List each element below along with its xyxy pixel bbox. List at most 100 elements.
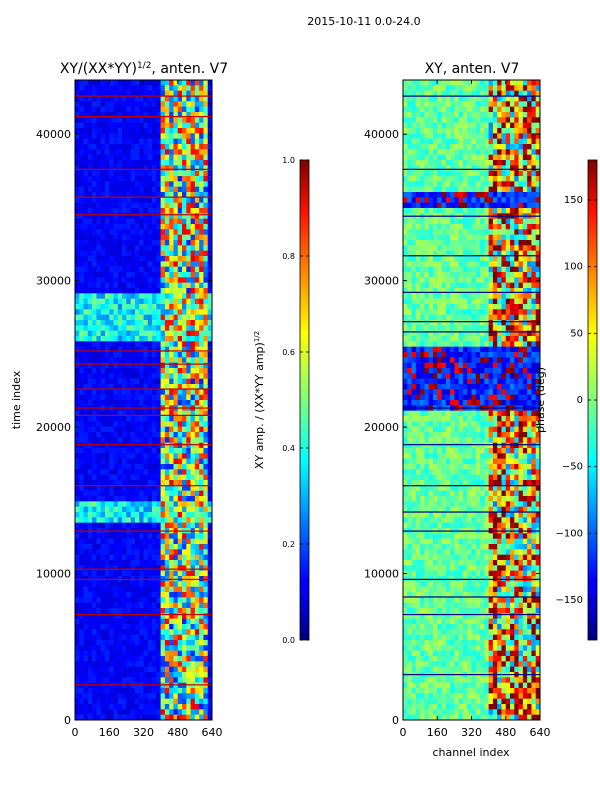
right-heatmap-cell <box>407 90 412 97</box>
left-heatmap-cell <box>160 314 166 321</box>
left-heatmap-cell <box>169 666 174 673</box>
right-heatmap-cell <box>445 128 451 134</box>
left-heatmap-cell <box>186 480 191 486</box>
left-heatmap-cell <box>147 650 153 657</box>
left-heatmap-cell <box>130 170 136 177</box>
left-heatmap-cell <box>186 277 191 283</box>
right-heatmap-cell <box>484 208 489 214</box>
left-heatmap-cell <box>156 128 161 134</box>
left-heatmap-cell <box>186 170 191 177</box>
left-heatmap-cell <box>160 522 166 529</box>
left-heatmap-cell <box>182 80 187 86</box>
left-heatmap-cell <box>75 293 80 299</box>
left-heatmap-cell <box>143 218 149 225</box>
left-heatmap-cell <box>177 298 183 305</box>
right-heatmap-cell <box>510 245 515 251</box>
left-heatmap-cell <box>87 442 93 449</box>
right-heatmap-cell <box>415 160 421 166</box>
left-heatmap-cell <box>164 186 170 193</box>
right-heatmap-cell <box>467 138 472 145</box>
left-heatmap-cell <box>104 320 110 326</box>
left-heatmap-cell <box>194 304 200 310</box>
right-heatmap-cell <box>471 144 477 150</box>
left-heatmap-cell <box>117 218 123 225</box>
left-heatmap-cell <box>83 656 89 662</box>
left-heatmap-cell <box>122 533 127 539</box>
left-heatmap-cell <box>79 426 84 433</box>
left-heatmap-cell <box>75 336 80 342</box>
left-heatmap-cell <box>75 128 80 134</box>
left-heatmap-cell <box>199 138 204 145</box>
left-heatmap-cell <box>130 154 136 161</box>
left-heatmap-cell <box>75 309 80 315</box>
right-heatmap-cell <box>454 250 459 257</box>
left-heatmap-cell <box>109 160 114 166</box>
left-heatmap-cell <box>96 378 101 385</box>
left-heatmap-cell <box>143 704 149 710</box>
left-heatmap-cell <box>100 634 106 641</box>
left-heatmap-cell <box>126 160 131 166</box>
left-heatmap-cell <box>96 197 101 203</box>
left-heatmap-cell <box>199 512 204 518</box>
left-heatmap-cell <box>160 186 166 193</box>
left-heatmap-cell <box>75 346 80 353</box>
left-heatmap-cell <box>92 624 97 630</box>
right-heatmap-cell <box>458 240 464 246</box>
left-heatmap-cell <box>134 688 140 694</box>
left-heatmap-cell <box>100 85 106 91</box>
left-heatmap-cell <box>109 256 114 262</box>
right-heatmap-cell <box>450 245 455 251</box>
left-heatmap-cell <box>104 112 110 118</box>
right-heatmap-cell <box>497 144 502 150</box>
left-heatmap-cell <box>156 581 161 587</box>
right-heatmap-cell <box>467 101 472 107</box>
left-heatmap-cell <box>139 277 144 283</box>
right-heatmap-cell <box>420 85 425 91</box>
left-heatmap-cell <box>186 384 191 390</box>
left-heatmap-cell <box>203 165 209 171</box>
right-heatmap-cell <box>527 176 532 182</box>
left-heatmap-cell <box>92 165 97 171</box>
left-heatmap-cell <box>122 544 127 550</box>
left-heatmap-cell <box>186 458 191 465</box>
right-heatmap-cell <box>415 85 421 91</box>
left-heatmap-cell <box>164 341 170 347</box>
right-heatmap-cell <box>484 202 489 209</box>
left-heatmap-cell <box>109 85 114 91</box>
left-heatmap-cell <box>152 288 157 294</box>
left-heatmap-cell <box>83 362 89 369</box>
right-heatmap-cell <box>445 117 451 123</box>
left-heatmap-cell <box>134 410 140 417</box>
left-heatmap-cell <box>122 218 127 225</box>
left-heatmap-cell <box>139 373 144 379</box>
left-heatmap-cell <box>186 416 191 422</box>
right-heatmap-cell <box>445 197 451 203</box>
left-heatmap-cell <box>92 554 97 561</box>
left-heatmap-cell <box>139 293 144 299</box>
left-heatmap-cell <box>109 469 114 475</box>
right-heatmap-cell <box>424 106 429 113</box>
left-heatmap-cell <box>100 208 106 214</box>
left-heatmap-cell <box>79 320 84 326</box>
right-heatmap-cell <box>411 85 417 91</box>
left-heatmap-cell <box>203 282 209 289</box>
right-heatmap-cell <box>527 149 532 155</box>
left-heatmap-cell <box>169 496 174 502</box>
right-heatmap-cell <box>492 186 498 193</box>
right-heatmap-cell <box>488 176 494 182</box>
left-heatmap-cell <box>186 437 191 443</box>
left-heatmap-cell <box>87 400 93 406</box>
left-heatmap-cell <box>134 629 140 635</box>
left-heatmap-cell <box>104 234 110 241</box>
right-heatmap-cell <box>428 112 434 118</box>
left-heatmap-cell <box>169 480 174 486</box>
left-heatmap-cell <box>117 469 123 475</box>
right-heatmap-cell <box>471 112 477 118</box>
left-heatmap-cell <box>199 325 204 331</box>
left-heatmap-cell <box>96 106 101 113</box>
left-heatmap-cell <box>92 293 97 299</box>
right-heatmap-cell <box>501 240 507 246</box>
left-heatmap-cell <box>96 208 101 214</box>
left-heatmap-cell <box>194 634 200 641</box>
left-heatmap-cell <box>126 544 131 550</box>
